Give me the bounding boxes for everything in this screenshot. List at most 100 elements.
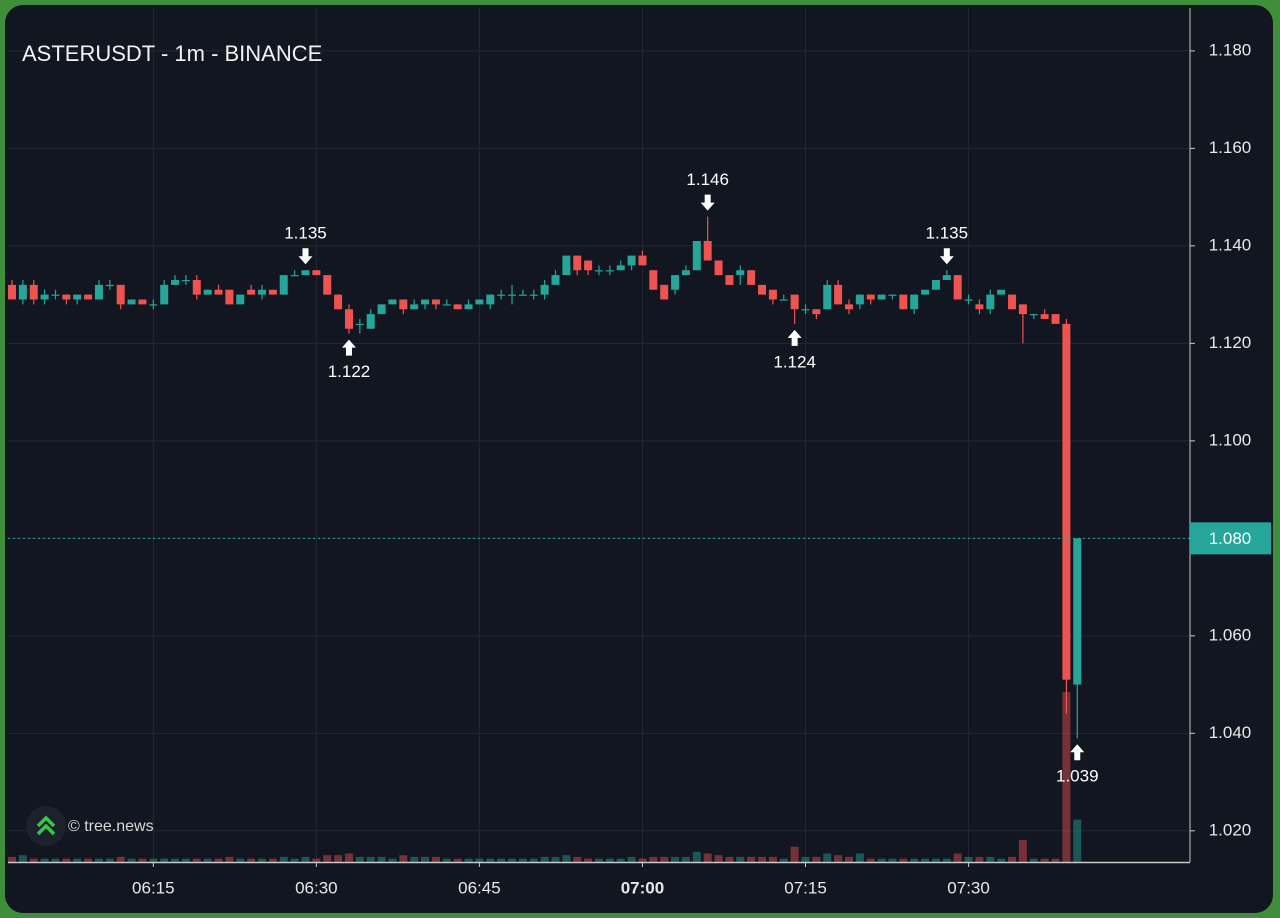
x-tick-label: 06:15 <box>132 878 175 897</box>
last-price-label: 1.080 <box>1209 529 1252 548</box>
volume-bar <box>790 846 799 862</box>
candle-body <box>518 294 527 296</box>
candle-body <box>790 294 799 310</box>
candle-body <box>62 294 71 300</box>
volume-bar <box>681 856 690 862</box>
volume-bar <box>725 856 734 862</box>
volume-bar <box>779 858 788 862</box>
volume-bar <box>73 858 82 862</box>
candle-body <box>540 284 549 295</box>
panel <box>5 5 1273 913</box>
volume-bar <box>899 858 908 862</box>
annotation-label: 1.146 <box>686 170 729 189</box>
candle-body <box>1018 304 1027 315</box>
volume-bar <box>605 858 614 862</box>
volume-bar <box>573 856 582 862</box>
logo-mark <box>36 815 56 836</box>
candle-body <box>247 289 256 295</box>
volume-bar <box>616 858 625 862</box>
candle-body <box>899 294 908 310</box>
candle-body <box>192 279 201 295</box>
volume-bar <box>18 855 27 862</box>
candle-body <box>268 289 277 295</box>
volume-bar <box>29 858 38 862</box>
annotation-arrow <box>787 329 802 346</box>
annotation-label: 1.039 <box>1056 767 1099 786</box>
volume-bar <box>1051 858 1060 862</box>
volume-bar <box>334 855 343 862</box>
candle-body <box>312 270 321 276</box>
candle-body <box>127 299 136 305</box>
candle-body <box>551 275 560 285</box>
annotation-arrow <box>939 248 954 265</box>
y-tick-label: 1.100 <box>1209 430 1252 449</box>
x-tick-label: 07:15 <box>784 878 827 897</box>
candle-body <box>138 299 147 305</box>
volume-bar <box>638 858 647 862</box>
annotation-arrow <box>298 248 313 265</box>
candle-body <box>975 304 984 310</box>
volume-bar <box>844 856 853 862</box>
candle-body <box>942 275 951 280</box>
volume-bar <box>377 856 386 862</box>
annotation-label: 1.135 <box>926 224 969 243</box>
volume-bar <box>344 853 353 862</box>
volume-bar <box>421 856 430 862</box>
candle-body <box>986 294 995 310</box>
candle-body <box>464 304 473 310</box>
volume-bar <box>768 856 777 862</box>
candle-body <box>714 260 723 276</box>
y-tick-label: 1.120 <box>1209 333 1252 352</box>
volume-bar <box>388 858 397 862</box>
volume-bar <box>105 858 114 862</box>
candle-body <box>1040 314 1049 319</box>
volume-bar <box>649 856 658 862</box>
candle-body <box>1073 538 1082 685</box>
candle-body <box>931 279 940 290</box>
candle-body <box>747 270 756 285</box>
candle-body <box>671 275 680 290</box>
volume-bar <box>910 858 919 862</box>
y-tick-label: 1.040 <box>1209 723 1252 742</box>
candle-body <box>279 275 288 295</box>
annotation-label: 1.122 <box>328 362 371 381</box>
volume-bar <box>138 858 147 862</box>
volume-bar <box>127 858 136 862</box>
candle-body <box>301 270 310 276</box>
candle-body <box>421 299 430 305</box>
volume-bar <box>464 858 473 862</box>
volume-bar <box>486 858 495 862</box>
volume-bar <box>660 856 669 862</box>
candle-body <box>149 304 158 306</box>
candle-body <box>529 294 538 296</box>
volume-bar <box>1029 858 1038 862</box>
candle-body <box>910 294 919 310</box>
annotation-label: 1.135 <box>284 224 327 243</box>
volume-bar <box>192 858 201 862</box>
volume-bar <box>160 858 169 862</box>
volume-bar <box>594 858 603 862</box>
y-tick-label: 1.060 <box>1209 625 1252 644</box>
candle-body <box>627 255 636 266</box>
candle-body <box>584 260 593 271</box>
candle-body <box>660 284 669 300</box>
candle-body <box>921 289 930 295</box>
volume-bar <box>366 856 375 862</box>
volume-bar <box>40 858 49 862</box>
volume-bar <box>1008 856 1017 862</box>
annotation-arrow <box>1070 744 1085 761</box>
volume-bar <box>116 856 125 862</box>
candle-body <box>8 284 16 300</box>
volume-bar <box>8 856 16 862</box>
volume-bar <box>431 856 440 862</box>
volume-bar <box>997 858 1006 862</box>
volume-bar <box>475 858 484 862</box>
candle-body <box>355 323 364 326</box>
candle-body <box>203 289 212 295</box>
volume-bar <box>812 856 821 862</box>
candle-body <box>758 284 767 295</box>
candle-body <box>73 294 82 300</box>
x-tick-label: 06:45 <box>458 878 501 897</box>
chart-title: ASTERUSDT - 1m - BINANCE <box>22 41 322 66</box>
